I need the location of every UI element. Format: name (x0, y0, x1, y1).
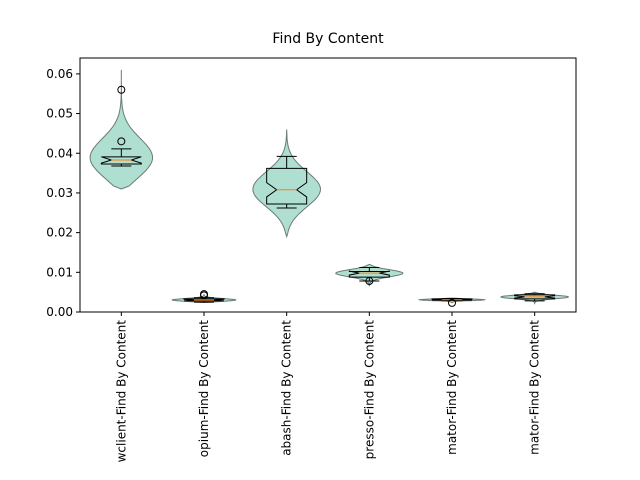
plot-frame (79, 57, 577, 313)
flier (448, 298, 456, 307)
flier (200, 290, 208, 299)
y-tick-label: 0.05 (46, 107, 73, 121)
box (183, 298, 225, 302)
x-tick-label: presso-Find By Content (362, 320, 376, 460)
flier (117, 85, 126, 94)
y-tick-label: 0.02 (46, 226, 73, 240)
violin (89, 69, 153, 190)
y-tick-label: 0.01 (46, 265, 73, 279)
y-tick-label: 0.00 (46, 305, 73, 319)
x-tick-label: opium-Find By Content (197, 320, 211, 457)
chart-title: Find By Content (272, 31, 384, 47)
y-tick-label: 0.03 (46, 186, 73, 200)
violin (335, 263, 404, 287)
y-tick-label: 0.06 (46, 67, 73, 81)
box (431, 298, 473, 301)
box (266, 167, 308, 205)
x-tick-label: mator-Find By Content (445, 320, 459, 455)
flier (117, 137, 126, 146)
x-tick-label: wclient-Find By Content (114, 320, 128, 463)
box (514, 294, 556, 300)
box (100, 156, 142, 165)
violin (252, 129, 322, 239)
box (348, 270, 390, 278)
x-tick-label: mator-Find By Content (528, 320, 542, 455)
x-tick-label: abash-Find By Content (280, 320, 294, 456)
y-tick-label: 0.04 (46, 146, 73, 160)
flier (365, 277, 374, 286)
